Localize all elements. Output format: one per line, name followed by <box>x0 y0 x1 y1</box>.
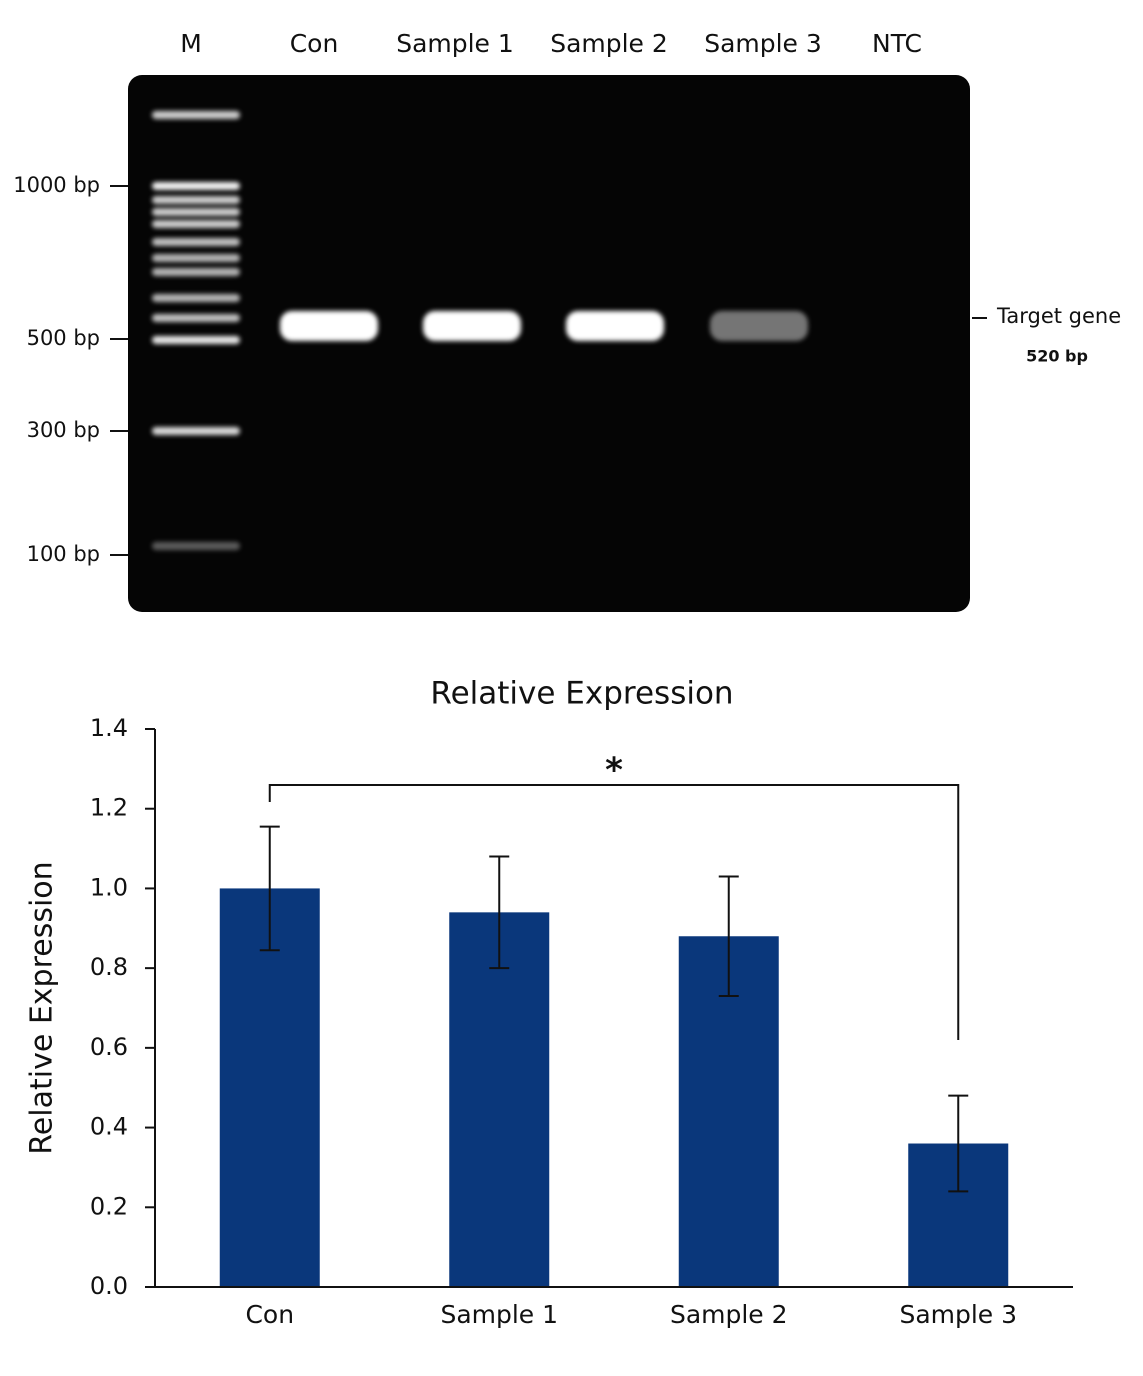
lane-label: M <box>180 29 202 58</box>
sample-band <box>423 311 521 341</box>
x-tick-label: Con <box>245 1300 294 1329</box>
sample-band <box>280 311 378 341</box>
y-tick-label: 0.2 <box>90 1192 128 1220</box>
ladder-band <box>152 336 240 344</box>
marker-label: 1000 bp <box>13 173 100 197</box>
target-label: Target gene <box>996 304 1121 328</box>
y-tick-label: 1.0 <box>90 873 128 901</box>
target-size: 520 bp <box>1026 347 1088 366</box>
lane-label: Sample 1 <box>396 29 514 58</box>
bar <box>449 912 550 1287</box>
gel <box>128 75 970 612</box>
y-axis-label: Relative Expression <box>25 861 60 1154</box>
lane-label: Sample 2 <box>550 29 668 58</box>
ladder-band <box>152 427 240 435</box>
sample-band <box>710 311 808 341</box>
y-tick-label: 0.4 <box>90 1113 128 1141</box>
ladder-band <box>152 314 240 322</box>
ladder-band <box>152 196 240 204</box>
ladder-band <box>152 220 240 228</box>
ladder-band <box>152 254 240 262</box>
sample-band <box>566 311 664 341</box>
ladder-band <box>152 268 240 276</box>
ladder-band <box>152 208 240 216</box>
y-tick-label: 1.4 <box>90 714 128 742</box>
significance-label: * <box>605 751 623 791</box>
ladder-band <box>152 182 240 190</box>
marker-label: 300 bp <box>27 418 100 442</box>
ladder-band <box>152 542 240 550</box>
lane-label: Sample 3 <box>704 29 822 58</box>
x-tick-label: Sample 1 <box>440 1300 558 1329</box>
gel-bands <box>152 111 808 550</box>
lane-label: NTC <box>872 29 922 58</box>
chart-title: Relative Expression <box>430 676 733 712</box>
x-tick-label: Sample 2 <box>670 1300 788 1329</box>
y-tick-label: 1.2 <box>90 794 128 822</box>
lane-label: Con <box>290 29 339 58</box>
y-tick-label: 0.8 <box>90 953 128 981</box>
y-tick-label: 0.6 <box>90 1033 128 1061</box>
ladder-band <box>152 111 240 119</box>
ladder-band <box>152 238 240 246</box>
x-tick-label: Sample 3 <box>899 1300 1017 1329</box>
y-tick-label: 0.0 <box>90 1272 128 1300</box>
marker-label: 500 bp <box>27 326 100 350</box>
bar <box>219 888 320 1287</box>
marker-label: 100 bp <box>27 542 100 566</box>
significance-bracket <box>268 784 960 1040</box>
ladder-band <box>152 294 240 302</box>
